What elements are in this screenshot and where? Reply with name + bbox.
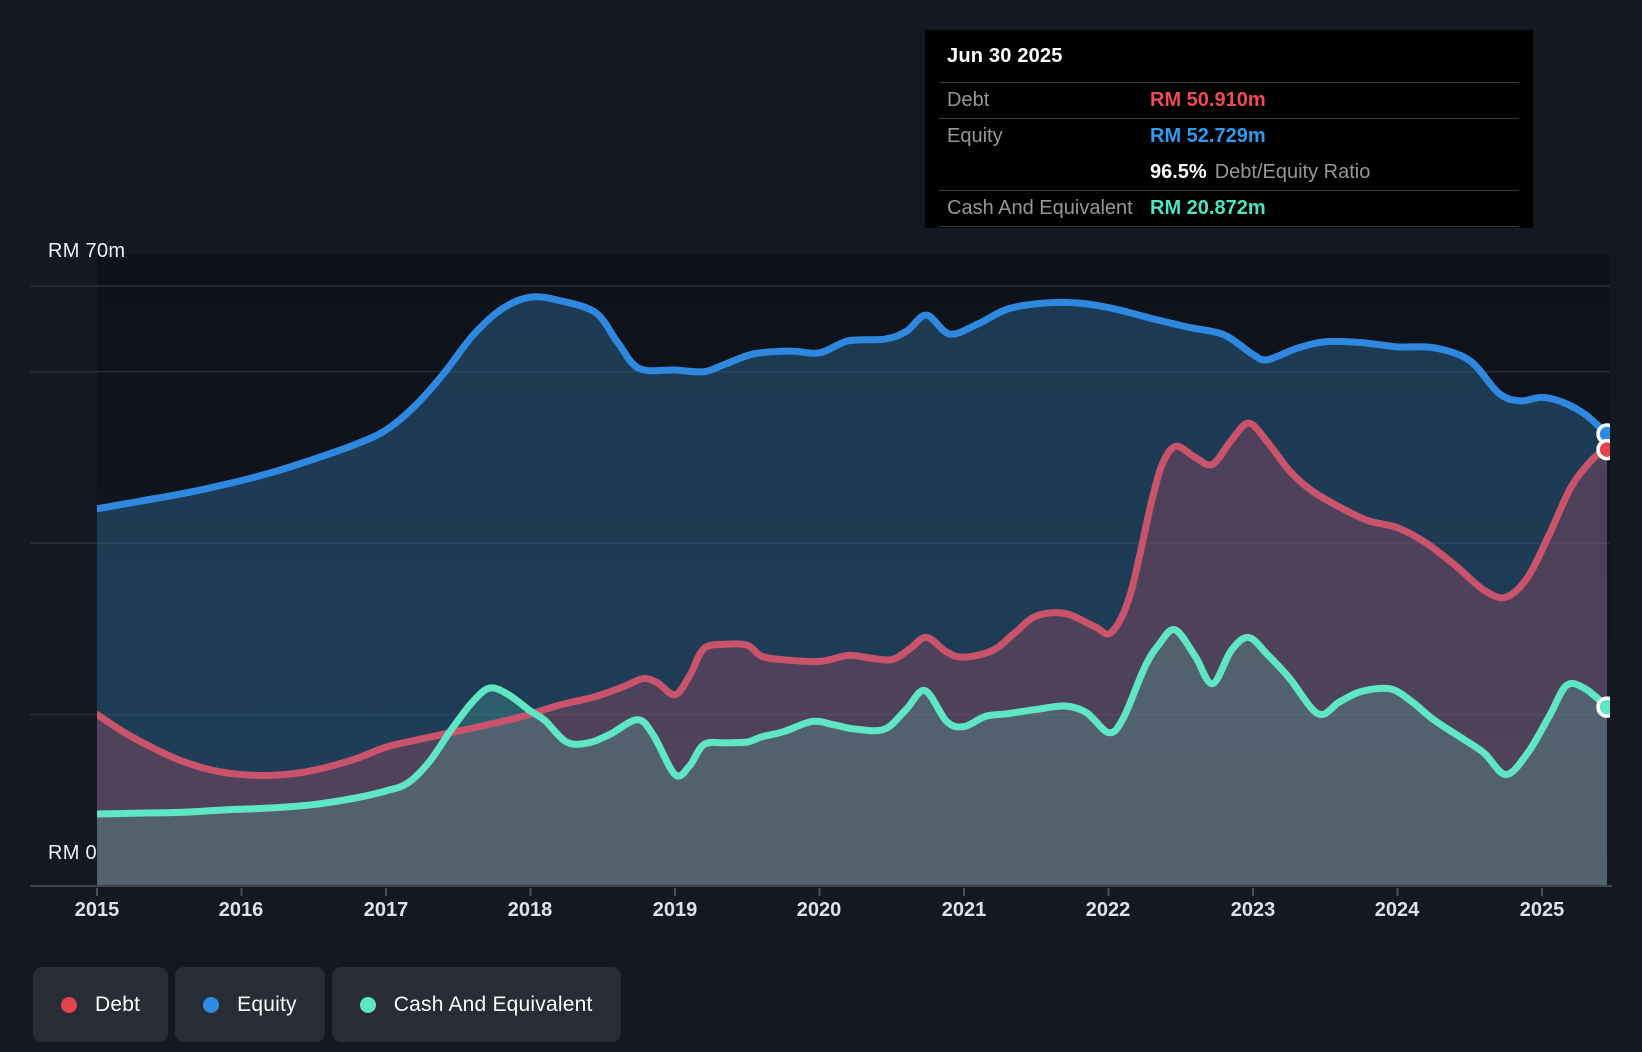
x-tick-label-2023: 2023 [1230, 899, 1276, 921]
chart-legend: Debt Equity Cash And Equivalent [33, 967, 621, 1042]
cash-and-equivalent-line [97, 626, 1610, 818]
debt-area [97, 423, 1608, 886]
x-tick-label-2017: 2017 [363, 899, 409, 921]
x-tick-label-2018: 2018 [507, 899, 553, 921]
cash-dot-icon [359, 996, 376, 1013]
tooltip-divider [939, 82, 1519, 83]
x-tick-label-2020: 2020 [796, 899, 842, 921]
tooltip-debt-label: Debt [947, 88, 990, 111]
tooltip-equity-label: Equity [947, 124, 1003, 147]
debt-dot-icon [61, 996, 77, 1013]
legend-cash-label: Cash And Equivalent [393, 992, 593, 1016]
debt-line [97, 419, 1610, 780]
tooltip-ratio-value: 96.5% [1150, 160, 1207, 183]
tooltip-ratio-label: Debt/Equity Ratio [1214, 160, 1371, 183]
equity-line [97, 293, 1610, 513]
tooltip-equity-value: RM 52.729m [1150, 124, 1266, 147]
x-tick-label-2016: 2016 [218, 899, 264, 921]
tooltip-cash-value: RM 20.872m [1150, 196, 1266, 219]
tooltip-divider [939, 118, 1519, 119]
legend-item-debt[interactable]: Debt [33, 967, 169, 1042]
debt-end-marker [1596, 438, 1610, 461]
equity-dot-icon [203, 996, 220, 1013]
tooltip-divider [939, 226, 1519, 227]
y-axis-top-label: RM 70m [48, 240, 126, 262]
cash-and-equivalent-area [97, 629, 1608, 886]
tooltip-divider [939, 190, 1519, 191]
x-tick-label-2022: 2022 [1085, 899, 1131, 921]
legend-item-cash[interactable]: Cash And Equivalent [331, 967, 621, 1042]
x-tick-label-2024: 2024 [1374, 899, 1420, 921]
tooltip-cash-label: Cash And Equivalent [947, 196, 1133, 219]
tooltip-date: Jun 30 2025 [947, 44, 1063, 67]
legend-equity-label: Equity [237, 992, 297, 1016]
hover-tooltip: Jun 30 2025 Debt RM 50.910m Equity RM 52… [925, 30, 1533, 228]
tooltip-debt-value: RM 50.910m [1150, 88, 1266, 111]
x-tick-label-2019: 2019 [652, 899, 698, 921]
legend-debt-label: Debt [95, 992, 141, 1016]
legend-item-equity[interactable]: Equity [175, 967, 325, 1042]
x-tick-label-2015: 2015 [74, 899, 120, 921]
tooltip-ratio: 96.5% Debt/Equity Ratio [1150, 161, 1370, 184]
y-axis-zero-label: RM 0 [48, 842, 97, 864]
cash-and-equivalent-end-marker [1596, 696, 1610, 718]
x-tick-label-2021: 2021 [941, 899, 987, 921]
x-tick-label-2025: 2025 [1519, 899, 1565, 921]
